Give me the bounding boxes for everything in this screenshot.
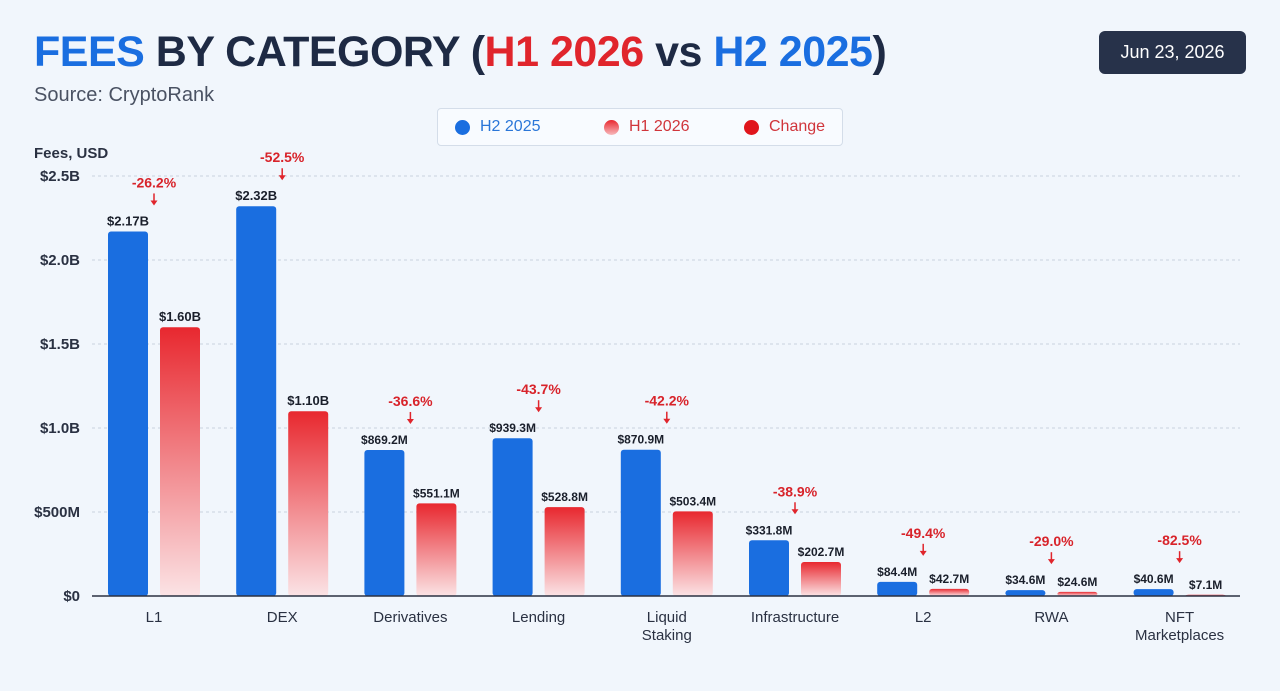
legend-dot-h1-2026	[604, 119, 619, 135]
legend-item-h2-2025[interactable]: H2 2025	[455, 118, 541, 136]
title-part-2: H1 2026	[484, 28, 645, 76]
bar-h2-2025	[1133, 589, 1174, 596]
title-part-0: FEES	[34, 28, 145, 76]
change-arrow-head	[791, 509, 799, 515]
bar-h1-2026	[416, 503, 457, 596]
category-label: Derivatives	[373, 609, 447, 626]
value-label-h1-2026: $503.4M	[669, 494, 716, 508]
chart-source: Source: CryptoRank	[34, 84, 215, 106]
category-label: L1	[146, 609, 163, 626]
change-arrow-head	[663, 418, 671, 424]
value-label-h1-2026: $24.6M	[1057, 575, 1097, 589]
bar-h1-2026	[160, 327, 200, 596]
title-part-3: vs	[643, 28, 714, 76]
change-label: -29.0%	[1029, 533, 1074, 549]
change-label: -38.9%	[773, 483, 818, 499]
category-label: RWA	[1034, 609, 1068, 626]
category-label: Lending	[512, 609, 565, 626]
value-label-h1-2026: $551.1M	[413, 486, 460, 500]
bar-h1-2026	[672, 511, 713, 596]
category-label: Liquid	[647, 609, 687, 626]
title-part-4: H2 2025	[713, 28, 873, 76]
legend-dot-change	[744, 119, 759, 135]
legend-dot-h2-2025	[455, 119, 470, 135]
bar-h1-2026	[929, 588, 970, 596]
change-arrow-head	[278, 175, 286, 181]
bar-h2-2025	[108, 231, 148, 596]
change-arrow-head	[919, 550, 927, 556]
value-label-h1-2026: $42.7M	[929, 572, 969, 586]
change-arrow-head	[406, 418, 414, 424]
legend-item-change[interactable]: Change	[744, 118, 825, 136]
legend: H2 2025 H1 2026 Change	[437, 108, 843, 146]
change-arrow-head	[1047, 559, 1055, 565]
change-label: -42.2%	[645, 393, 690, 409]
change-arrow-head	[1176, 558, 1184, 564]
legend-label-change: Change	[769, 118, 826, 135]
bar-h1-2026	[544, 507, 585, 596]
y-tick-label: $2.5B	[40, 168, 80, 185]
value-label-h1-2026: $1.10B	[287, 393, 329, 408]
value-label-h2-2025: $40.6M	[1134, 572, 1174, 586]
bar-h1-2026	[1057, 591, 1098, 596]
change-label: -36.6%	[388, 393, 433, 409]
change-arrow-head	[150, 200, 158, 206]
value-label-h1-2026: $7.1M	[1189, 578, 1222, 592]
category-label: Infrastructure	[751, 609, 839, 626]
category-label: DEX	[267, 609, 298, 626]
category-label: NFT	[1165, 609, 1194, 626]
value-label-h2-2025: $2.17B	[107, 213, 149, 228]
y-tick-label: $500M	[34, 504, 80, 521]
category-label: Marketplaces	[1135, 627, 1224, 644]
y-axis-ticks: $0 $500M $1.0B $1.5B $2.0B $2.5B	[34, 168, 80, 605]
gridlines	[92, 175, 1240, 513]
change-label: -82.5%	[1157, 532, 1202, 548]
bar-h1-2026	[801, 561, 841, 596]
value-label-h1-2026: $528.8M	[541, 490, 588, 504]
value-label-h2-2025: $939.3M	[489, 421, 536, 435]
bars	[108, 206, 1226, 597]
value-label-h2-2025: $870.9M	[617, 433, 664, 447]
bar-h2-2025	[492, 438, 533, 596]
y-tick-label: $0	[63, 588, 80, 605]
change-label: -26.2%	[132, 174, 177, 190]
value-label-h2-2025: $34.6M	[1005, 573, 1045, 587]
change-label: -43.7%	[516, 381, 561, 397]
category-label: L2	[915, 609, 932, 626]
y-tick-label: $1.0B	[40, 420, 80, 437]
legend-item-h1-2026[interactable]: H1 2026	[604, 118, 690, 136]
change-label: -49.4%	[901, 525, 946, 541]
bar-h2-2025	[1005, 590, 1046, 596]
legend-label-h1-2026: H1 2026	[629, 118, 690, 135]
value-label-h2-2025: $2.32B	[235, 188, 277, 203]
value-label-h2-2025: $84.4M	[877, 565, 917, 579]
bar-h1-2026	[288, 411, 329, 596]
y-tick-label: $1.5B	[40, 336, 80, 353]
bar-h2-2025	[236, 206, 277, 597]
category-label: Staking	[642, 627, 692, 644]
bar-h2-2025	[877, 581, 918, 596]
chart-title: FEES BY CATEGORY (H1 2026 vs H2 2025)	[34, 28, 887, 77]
title-part-1: BY CATEGORY (	[144, 28, 485, 76]
y-tick-label: $2.0B	[40, 252, 80, 269]
bar-h2-2025	[364, 449, 405, 596]
value-label-h1-2026: $202.7M	[798, 545, 845, 559]
date-badge: Jun 23, 2026	[1099, 31, 1246, 74]
change-arrow-head	[535, 407, 543, 413]
value-labels: $2.17B $1.60B -26.2% $2.32B $1.10B -52.5% $869…	[107, 149, 1222, 592]
value-label-h2-2025: $331.8M	[746, 523, 793, 537]
y-axis-label: Fees, USD	[34, 145, 108, 162]
bar-h2-2025	[749, 540, 789, 596]
title-part-5: )	[872, 28, 887, 76]
legend-label-h2-2025: H2 2025	[480, 118, 541, 135]
value-label-h2-2025: $869.2M	[361, 433, 408, 447]
bar-h2-2025	[620, 449, 661, 596]
change-label: -52.5%	[260, 149, 305, 165]
value-label-h1-2026: $1.60B	[159, 309, 201, 324]
